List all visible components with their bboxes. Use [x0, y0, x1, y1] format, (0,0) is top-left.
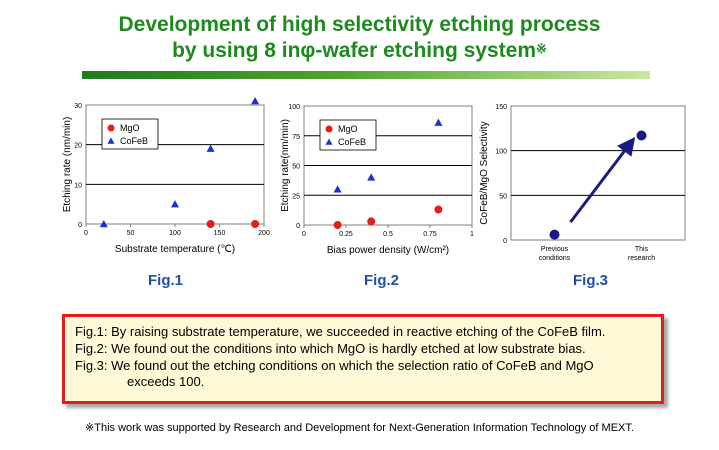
data-point-cofeb	[434, 118, 443, 126]
chart-fig1: 0 10 20 30 0 50 100 150 200 Substrate temperature…	[20, 97, 280, 270]
data-point-cofeb	[333, 185, 342, 193]
chart-fig1-svg: 0 10 20 30 0 50 100 150 200 Substrate temperature…	[62, 97, 270, 255]
x-category-label-line: This	[635, 246, 649, 253]
legend-marker-mgo	[325, 125, 333, 133]
data-point-cofeb	[367, 173, 376, 181]
data-point-selectivity	[549, 229, 560, 240]
fig3-label: Fig.3	[573, 272, 609, 289]
fig2-label: Fig.2	[364, 272, 400, 289]
trend-arrow	[569, 136, 636, 224]
footer-acknowledgement: ※This work was supported by Research and…	[85, 422, 634, 434]
data-point-cofeb	[206, 144, 215, 152]
y-axis-label: Etching rate(nm/min)	[280, 119, 291, 212]
data-point-selectivity	[636, 130, 647, 141]
note-fig3-label: Fig.3:	[75, 358, 108, 373]
note-fig1-text: By raising substrate temperature, we suc…	[111, 324, 606, 339]
y-axis-label: Etching rate (nm/min)	[62, 117, 73, 213]
chart-fig3-svg: 0 50 100 150 CoFeB/MgO Selectivity Previous co…	[479, 104, 686, 262]
legend-label-cofeb: CoFeB	[338, 137, 366, 147]
legend-label-mgo: MgO	[338, 124, 358, 134]
title-underline-bar	[82, 71, 650, 79]
data-point-mgo	[434, 205, 443, 214]
y-tick-label: 50	[499, 193, 507, 200]
note-fig1: Fig.1: By raising substrate temperature,…	[75, 323, 651, 340]
note-fig2-text: We found out the conditions into which M…	[111, 341, 586, 356]
note-fig1-label: Fig.1:	[75, 324, 108, 339]
x-tick-label: 150	[214, 230, 226, 237]
data-point-mgo	[367, 217, 376, 226]
x-tick-label: 1	[470, 231, 474, 238]
y-tick-label: 0	[78, 222, 82, 229]
y-tick-label: 150	[495, 104, 507, 111]
legend-marker-cofeb	[325, 138, 333, 145]
summary-note-box: Fig.1: By raising substrate temperature,…	[62, 314, 664, 404]
plot-area	[510, 105, 686, 241]
x-axis-label: Substrate temperature (℃)	[115, 244, 235, 255]
x-axis-label: Bias power density (W/cm²)	[327, 245, 449, 256]
y-tick-label: 0	[503, 238, 507, 245]
data-point-cofeb	[171, 200, 179, 208]
x-tick-label: 100	[169, 230, 181, 237]
y-tick-label: 30	[74, 103, 82, 110]
chart-fig2: 0 25 50 75 100 0 0.25 0.5 0.75 1 Bias power densit…	[265, 100, 485, 270]
data-point-mgo	[333, 221, 342, 229]
x-category-label: Previous conditions	[539, 246, 571, 262]
y-tick-label: 0	[296, 223, 300, 230]
x-tick-label: 0	[302, 231, 306, 238]
note-fig3: Fig.3: We found out the etching conditio…	[75, 357, 651, 374]
x-tick-label: 200	[258, 230, 270, 237]
note-fig2: Fig.2: We found out the conditions into …	[75, 340, 651, 357]
x-category-label-line: Previous	[541, 246, 569, 253]
x-tick-label: 0.75	[423, 231, 437, 238]
legend-marker-cofeb	[107, 137, 115, 144]
y-tick-label: 10	[74, 182, 82, 189]
data-point-mgo	[251, 220, 260, 228]
data-point-cofeb	[99, 220, 108, 228]
x-tick-label: 50	[127, 230, 135, 237]
y-tick-label: 100	[288, 104, 300, 111]
legend-box	[101, 118, 159, 150]
y-tick-label: 75	[292, 134, 300, 141]
chart-fig3: 0 50 100 150 CoFeB/MgO Selectivity Previous co…	[475, 100, 695, 270]
legend-box	[319, 119, 377, 151]
y-tick-label: 50	[292, 164, 300, 171]
legend-marker-mgo	[107, 124, 115, 132]
x-category-label-line: conditions	[539, 255, 571, 262]
y-tick-label: 20	[74, 143, 82, 150]
legend-label-mgo: MgO	[120, 123, 140, 133]
x-category-label-line: research	[628, 255, 655, 262]
x-tick-label: 0	[84, 230, 88, 237]
data-point-cofeb	[251, 97, 260, 105]
note-fig2-label: Fig.2:	[75, 341, 108, 356]
note-fig3-continued: exceeds 100.	[127, 374, 205, 389]
y-tick-label: 100	[495, 149, 507, 156]
page-title-line2-text: by using 8 inφ-wafer etching system	[172, 39, 537, 62]
y-axis-label: CoFeB/MgO Selectivity	[479, 121, 490, 224]
x-category-label: This research	[628, 246, 655, 262]
y-tick-label: 25	[292, 193, 300, 200]
x-tick-label: 0.5	[383, 231, 393, 238]
fig1-label: Fig.1	[148, 272, 184, 289]
chart-fig2-svg: 0 25 50 75 100 0 0.25 0.5 0.75 1 Bias power densit…	[280, 104, 474, 256]
x-tick-label: 0.25	[339, 231, 353, 238]
page-title-line1: Development of high selectivity etching …	[118, 13, 601, 36]
page-title-line2: by using 8 inφ-wafer etching system※	[0, 38, 719, 64]
reference-mark: ※	[536, 41, 547, 56]
data-point-mgo	[206, 220, 215, 228]
note-fig3-text: We found out the etching conditions on w…	[111, 358, 594, 373]
legend-label-cofeb: CoFeB	[120, 136, 148, 146]
